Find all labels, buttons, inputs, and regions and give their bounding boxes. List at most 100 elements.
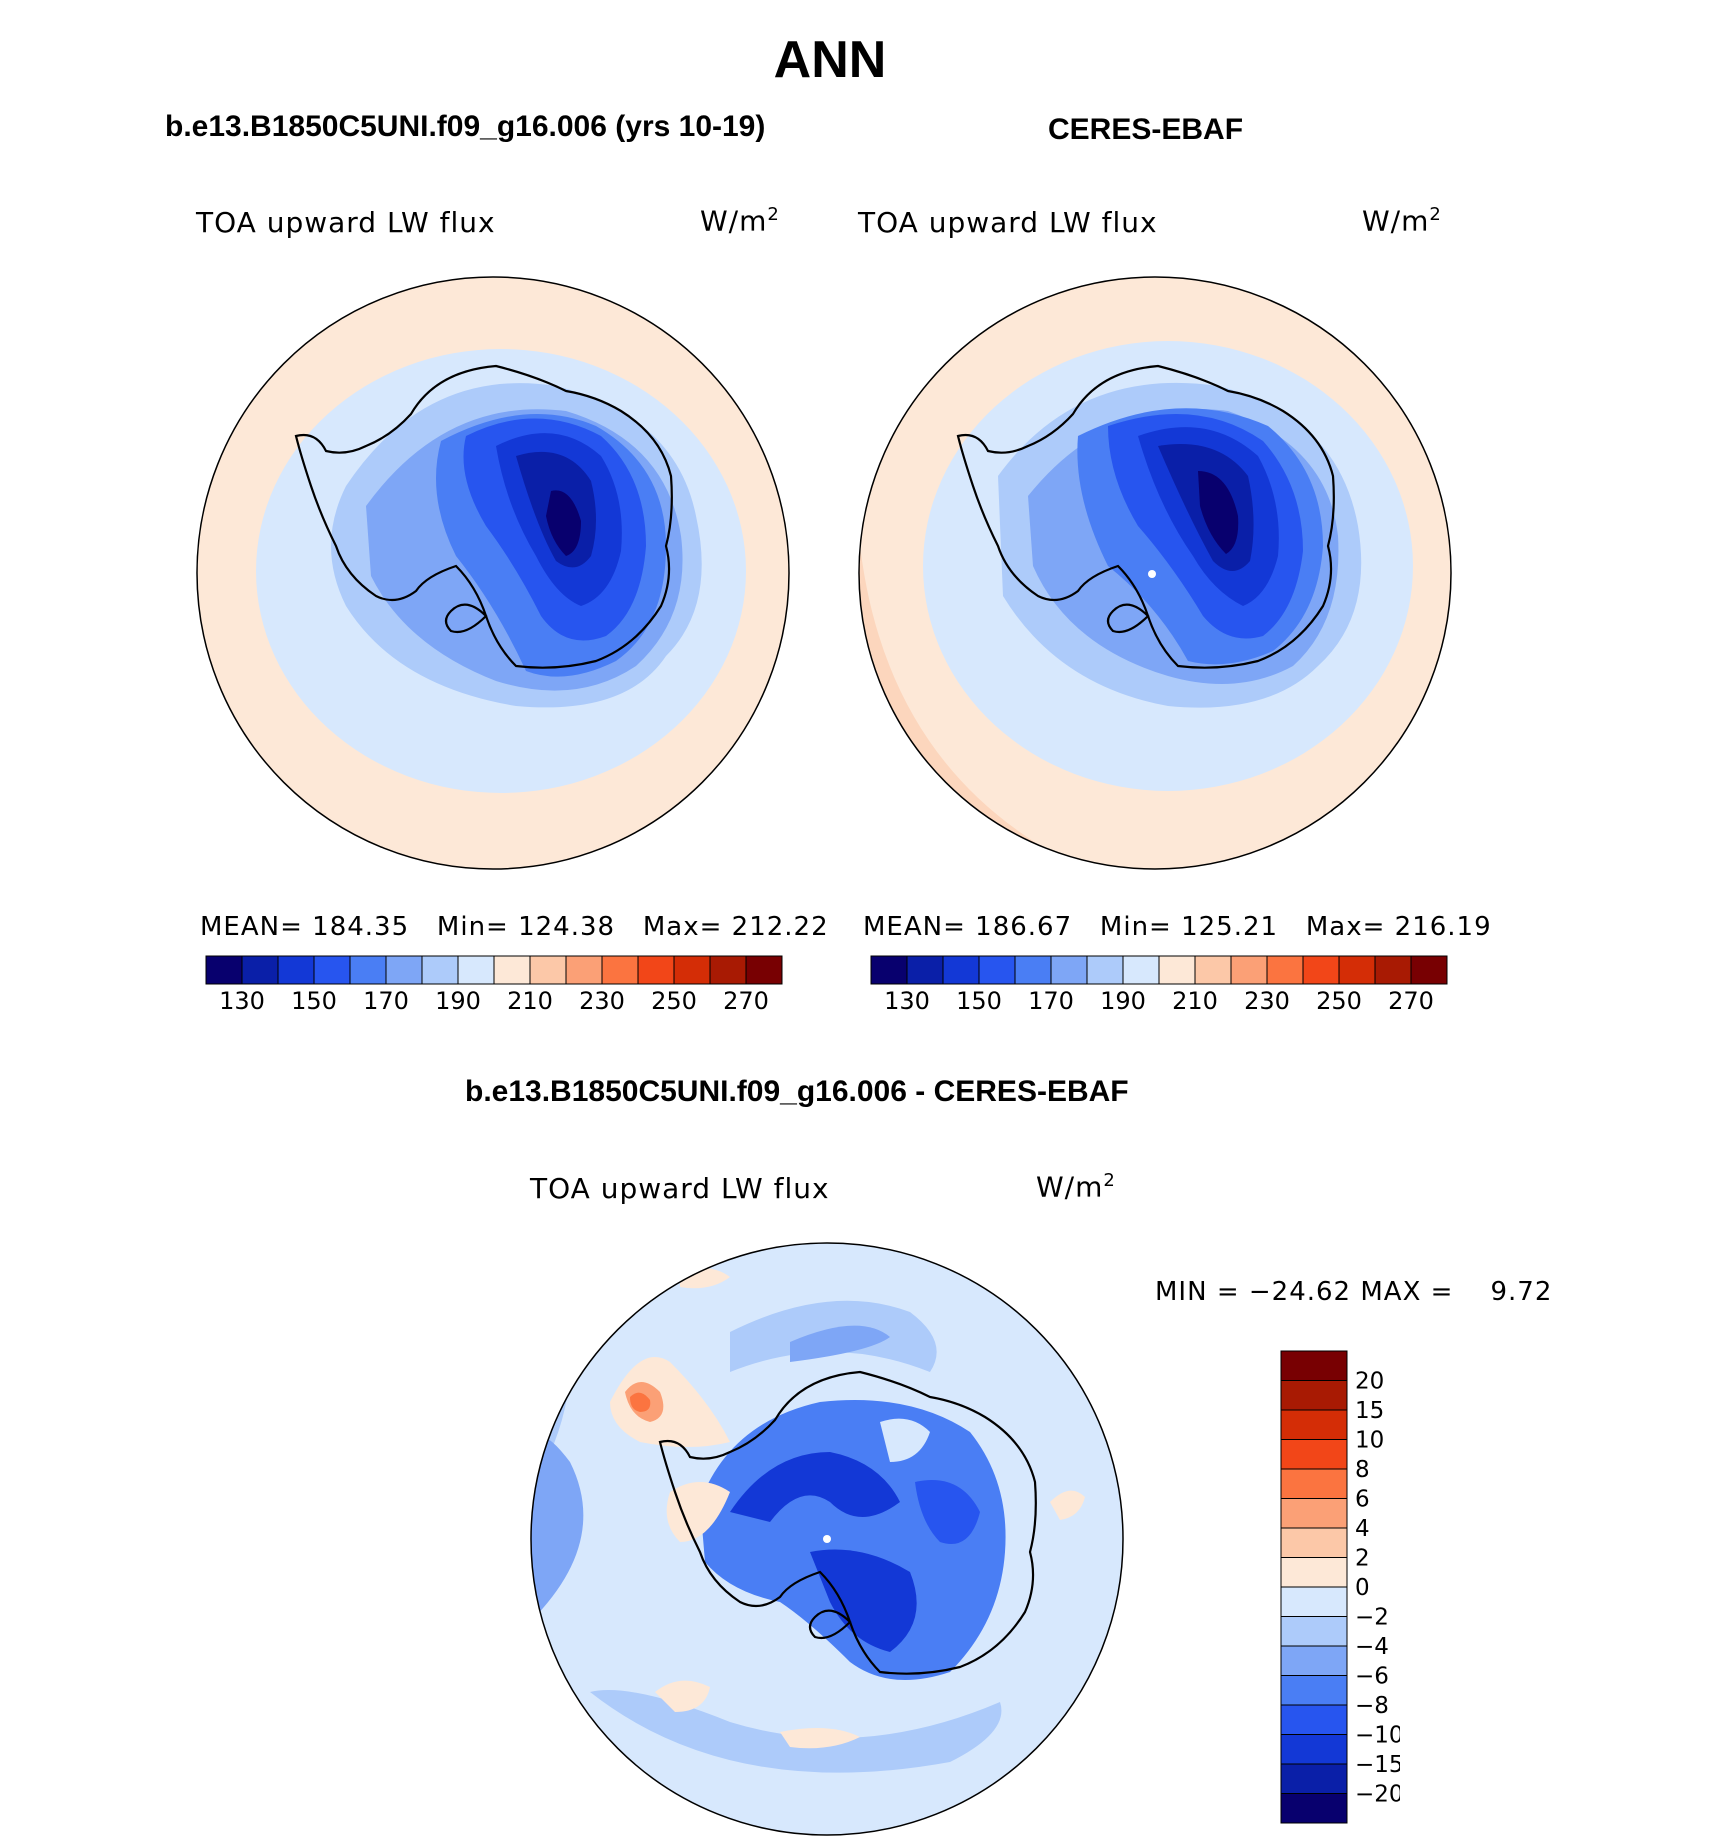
diff-variable-label: TOA upward LW flux	[530, 1172, 830, 1205]
diff-field-warm-patch	[610, 1357, 730, 1447]
obs-pole-marker	[1148, 570, 1156, 578]
obs-colorbar-swatch	[1158, 955, 1196, 985]
obs-colorbar-swatch	[1302, 955, 1340, 985]
diff-colorbar-label: 6	[1355, 1487, 1370, 1513]
figure-title: ANN	[773, 31, 887, 89]
obs-colorbar-swatch	[1230, 955, 1268, 985]
diff-colorbar-label: −20	[1355, 1782, 1400, 1808]
obs-colorbar-swatch	[1374, 955, 1412, 985]
model-colorbar-label: 210	[507, 987, 553, 1015]
obs-colorbar-swatch	[942, 955, 980, 985]
obs-colorbar-swatch	[978, 955, 1016, 985]
model-colorbar-swatch	[205, 955, 243, 985]
model-stats: MEAN= 184.35 Min= 124.38 Max= 212.22	[200, 912, 829, 942]
model-colorbar-label: 250	[651, 987, 697, 1015]
obs-colorbar-swatch	[1266, 955, 1304, 985]
diff-colorbar-swatches	[1280, 1350, 1348, 1824]
obs-colorbar-label: 230	[1244, 987, 1290, 1015]
diff-colorbar-swatch	[1280, 1704, 1348, 1735]
diff-colorbar-swatch	[1280, 1734, 1348, 1765]
model-colorbar-swatch	[637, 955, 675, 985]
model-colorbar-swatch	[673, 955, 711, 985]
diff-units-label: W/m2	[1036, 1170, 1116, 1203]
obs-colorbar-swatch	[1410, 955, 1448, 985]
model-colorbar-swatch	[565, 955, 603, 985]
diff-colorbar-label: −6	[1355, 1664, 1389, 1690]
diff-colorbar-label: −10	[1355, 1723, 1400, 1749]
obs-colorbar-swatch	[906, 955, 944, 985]
obs-units-exponent: 2	[1429, 204, 1442, 225]
diff-field-blue-band-3	[590, 1690, 1002, 1773]
diff-pole-marker	[823, 1535, 831, 1543]
model-units-text: W/m	[700, 204, 768, 238]
obs-colorbar-swatch	[1050, 955, 1088, 985]
obs-colorbar-swatch	[870, 955, 908, 985]
obs-variable-label: TOA upward LW flux	[858, 206, 1158, 239]
diff-coastline	[658, 1370, 1037, 1675]
diff-units-exponent: 2	[1103, 1170, 1116, 1191]
obs-coastline	[956, 364, 1335, 669]
model-polar-map	[196, 276, 790, 870]
diff-colorbar-swatch	[1280, 1350, 1348, 1381]
model-field-blue-7	[546, 490, 581, 556]
diff-colorbar-swatch	[1280, 1498, 1348, 1529]
diff-colorbar-swatch	[1280, 1468, 1348, 1499]
obs-stats: MEAN= 186.67 Min= 125.21 Max= 216.19	[863, 912, 1492, 942]
diff-colorbar-label: 4	[1355, 1516, 1370, 1542]
diff-colorbar-label: 20	[1355, 1369, 1384, 1395]
diff-colorbar-swatch	[1280, 1616, 1348, 1647]
diff-field-antarctic-deep	[730, 1452, 900, 1522]
model-map-border	[196, 276, 790, 870]
model-variable-label: TOA upward LW flux	[196, 206, 496, 239]
diff-field-antarctic-deep-2	[810, 1549, 917, 1652]
diff-colorbar-label: 0	[1355, 1575, 1370, 1601]
obs-polar-map	[858, 276, 1452, 870]
diff-colorbar-label: 8	[1355, 1457, 1370, 1483]
model-colorbar-label: 230	[579, 987, 625, 1015]
model-colorbar-swatch	[349, 955, 387, 985]
diff-colorbar-label: −4	[1355, 1634, 1389, 1660]
diff-field-antarctic-light-2	[880, 1418, 930, 1462]
diff-field-blue-band-2	[531, 1435, 584, 1622]
obs-colorbar-swatch	[1014, 955, 1052, 985]
model-colorbar-swatch	[277, 955, 315, 985]
model-colorbar-label: 130	[219, 987, 265, 1015]
obs-field-blue-7	[1198, 471, 1239, 554]
diff-polar-map	[530, 1242, 1124, 1836]
obs-colorbar-label: 190	[1100, 987, 1146, 1015]
model-colorbar-swatch	[529, 955, 567, 985]
diff-colorbar-swatch	[1280, 1793, 1348, 1824]
diff-colorbar-swatch	[1280, 1439, 1348, 1470]
model-colorbar-swatch	[421, 955, 459, 985]
model-coastline	[294, 364, 673, 669]
model-colorbar-swatch	[457, 955, 495, 985]
diff-colorbar-swatch	[1280, 1557, 1348, 1588]
obs-colorbar-swatches	[870, 955, 1448, 985]
diff-colorbar-swatch	[1280, 1527, 1348, 1558]
obs-units-label: W/m2	[1362, 204, 1442, 237]
model-colorbar-swatch	[745, 955, 783, 985]
model-colorbar-swatches	[205, 955, 783, 985]
obs-colorbar-swatch	[1338, 955, 1376, 985]
model-units-label: W/m2	[700, 204, 780, 237]
diff-colorbar-label: −2	[1355, 1605, 1389, 1631]
obs-colorbar: 130 150 170 190 210 230 250 270	[870, 955, 1448, 1015]
model-colorbar-swatch	[493, 955, 531, 985]
diff-field-antarctic-deep-3	[915, 1480, 980, 1544]
diff-colorbar-swatch	[1280, 1675, 1348, 1706]
obs-colorbar-label: 150	[956, 987, 1002, 1015]
model-colorbar-label: 170	[363, 987, 409, 1015]
diff-colorbar-label: −8	[1355, 1693, 1389, 1719]
model-colorbar-swatch	[601, 955, 639, 985]
diff-colorbar-swatch	[1280, 1409, 1348, 1440]
diff-field-blue-band-5	[790, 1325, 890, 1362]
model-colorbar: 130 150 170 190 210 230 250 270	[205, 955, 783, 1015]
model-colorbar-swatch	[709, 955, 747, 985]
obs-colorbar-label: 270	[1388, 987, 1434, 1015]
obs-colorbar-label: 170	[1028, 987, 1074, 1015]
obs-map-border	[858, 276, 1452, 870]
model-colorbar-swatch	[241, 955, 279, 985]
obs-panel-title: CERES-EBAF	[1048, 113, 1244, 146]
